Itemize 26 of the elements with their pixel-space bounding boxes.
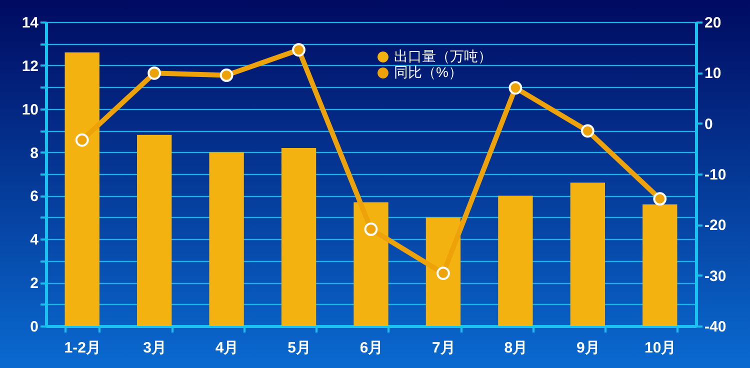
y2-tick-label: -30 [704,268,726,285]
y2-tick-label: -10 [704,166,726,184]
y-tick-label: 6 [30,188,38,206]
y-tick-label: 2 [30,275,38,292]
x-tick-label: 9月 [576,340,600,356]
y2-tick-label: -40 [704,318,726,336]
x-tick-label: 6月 [360,340,384,356]
x-tick-label: 1-2月 [64,340,101,356]
y-tick-label: 12 [22,58,38,75]
y-tick-label: 14 [22,14,40,32]
y2-tick-label: 20 [704,14,722,32]
x-tick-label: 4月 [215,340,239,356]
y-tick-label: 0 [30,318,38,336]
legend-label: 出口量（万吨） [394,48,492,64]
legend-label: 同比（%） [394,64,462,80]
x-tick-label: 8月 [504,340,528,356]
y2-tick-label: 10 [704,65,722,82]
y-tick-label: 8 [30,144,38,162]
y2-tick-label: 0 [704,116,713,133]
x-tick-label: 10月 [644,340,676,356]
y-tick-label: 10 [22,101,38,118]
x-tick-label: 5月 [288,340,311,356]
x-tick-label: 7月 [432,340,456,356]
x-tick-label: 3月 [143,340,167,356]
y-tick-label: 4 [30,232,40,249]
y2-tick-label: -20 [704,217,726,234]
